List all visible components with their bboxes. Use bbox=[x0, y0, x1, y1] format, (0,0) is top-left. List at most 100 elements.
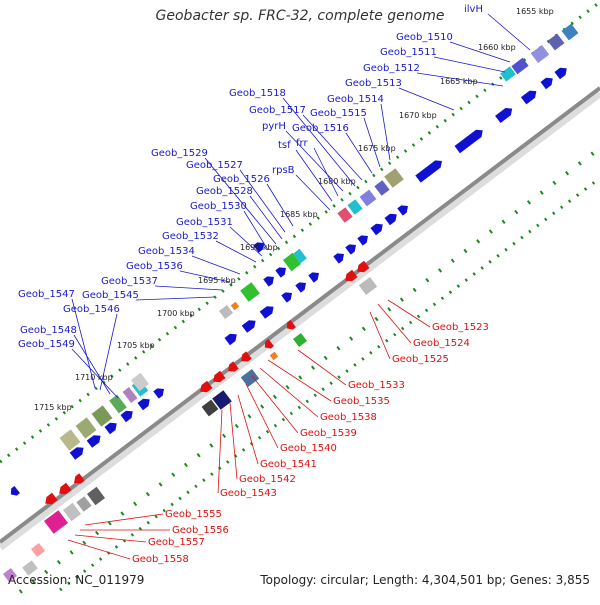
forward-leader-line bbox=[266, 183, 294, 227]
reverse-gene-arrow bbox=[264, 338, 274, 349]
reverse-feature-block bbox=[230, 301, 240, 311]
forward-gene-label: Geob_1514 bbox=[327, 94, 384, 105]
forward-leader-line bbox=[363, 117, 381, 168]
forward-gene-label: tsf bbox=[278, 140, 291, 151]
forward-gene-arrow bbox=[454, 129, 483, 154]
forward-gene-arrow bbox=[295, 282, 306, 293]
forward-leader-line bbox=[135, 296, 216, 301]
forward-leader-line bbox=[179, 270, 231, 283]
forward-gene-arrow bbox=[69, 447, 84, 460]
kbp-tick-label: 1690 kbp bbox=[240, 243, 278, 252]
forward-gene-label: Geob_1548 bbox=[20, 325, 77, 336]
reverse-feature-block bbox=[30, 542, 46, 558]
kbp-tick-label: 1675 kbp bbox=[358, 144, 396, 153]
forward-feature-block bbox=[130, 372, 150, 392]
kbp-tick-label: 1700 kbp bbox=[157, 309, 195, 318]
reverse-feature-block bbox=[2, 567, 18, 583]
forward-gene-label: Geob_1510 bbox=[396, 32, 453, 43]
forward-leader-line bbox=[99, 313, 118, 391]
forward-leader-line bbox=[295, 174, 331, 211]
forward-gene-arrow bbox=[137, 398, 150, 411]
map-title: Geobacter sp. FRC-32, complete genome bbox=[155, 8, 445, 24]
kbp-tick-label: 1715 kbp bbox=[34, 403, 72, 412]
reverse-leader-line bbox=[74, 534, 147, 543]
kbp-tick-label: 1655 kbp bbox=[516, 7, 554, 16]
forward-leader-line bbox=[154, 285, 223, 291]
forward-gene-arrow bbox=[275, 267, 286, 278]
forward-feature-block bbox=[293, 248, 307, 264]
forward-gene-arrow bbox=[253, 242, 264, 253]
forward-gene-label: Geob_1528 bbox=[196, 186, 253, 197]
forward-gene-label: Geob_1532 bbox=[162, 231, 219, 242]
kbp-tick-label: 1680 kbp bbox=[318, 177, 356, 186]
reverse-leader-line bbox=[259, 367, 319, 418]
reverse-leader-line bbox=[297, 349, 347, 386]
reverse-feature-block bbox=[358, 276, 378, 296]
forward-gene-label: Geob_1516 bbox=[292, 123, 349, 134]
kbp-tick-label: 1705 kbp bbox=[117, 341, 155, 350]
forward-gene-label: ilvH bbox=[464, 4, 483, 15]
reverse-leader-line bbox=[229, 402, 238, 480]
forward-gene-arrow bbox=[120, 410, 133, 423]
reverse-gene-label: Geob_1558 bbox=[132, 554, 189, 565]
forward-leader-line bbox=[239, 169, 286, 233]
forward-feature-block bbox=[109, 394, 127, 414]
forward-feature-block bbox=[374, 180, 390, 196]
forward-leader-line bbox=[345, 132, 373, 174]
genome-summary-text: Topology: circular; Length: 4,304,501 bp… bbox=[260, 573, 590, 587]
kbp-tick-label: 1665 kbp bbox=[440, 77, 478, 86]
forward-feature-block bbox=[347, 199, 363, 215]
forward-feature-block bbox=[240, 282, 260, 302]
forward-leader-line bbox=[380, 103, 391, 161]
kbp-tick-label: 1660 kbp bbox=[478, 43, 516, 52]
forward-gene-label: Geob_1515 bbox=[310, 108, 367, 119]
forward-leader-line bbox=[71, 348, 119, 399]
forward-gene-arrow bbox=[333, 253, 344, 264]
forward-leader-line bbox=[73, 334, 111, 395]
forward-leader-line bbox=[191, 255, 241, 275]
reverse-leader-line bbox=[267, 359, 332, 402]
gc-track bbox=[18, 146, 600, 594]
forward-feature-block bbox=[337, 207, 353, 223]
forward-gene-label: rpsB bbox=[272, 165, 295, 176]
genome-ring bbox=[0, 86, 600, 544]
reverse-gene-arrow bbox=[45, 492, 58, 505]
forward-gene-arrow bbox=[495, 107, 513, 124]
genome-ring-shadow bbox=[0, 89, 600, 551]
reverse-gene-label: Geob_1535 bbox=[333, 396, 390, 407]
reverse-feature-block bbox=[86, 486, 106, 506]
reverse-feature-block bbox=[240, 368, 260, 388]
reverse-gene-label: Geob_1539 bbox=[300, 428, 357, 439]
forward-gene-arrow bbox=[520, 90, 537, 105]
forward-feature-block bbox=[282, 252, 302, 272]
reverse-gene-label: Geob_1541 bbox=[260, 459, 317, 470]
forward-feature-block bbox=[59, 429, 81, 451]
reverse-gene-label: Geob_1542 bbox=[239, 474, 296, 485]
reverse-feature-block bbox=[62, 502, 82, 522]
forward-feature-block bbox=[359, 189, 377, 207]
kbp-tick-label: 1695 kbp bbox=[198, 276, 236, 285]
reverse-gene-label: Geob_1543 bbox=[220, 488, 277, 499]
forward-gene-label: Geob_1545 bbox=[82, 290, 139, 301]
reverse-gene-label: Geob_1523 bbox=[432, 322, 489, 333]
forward-gene-label: Geob_1530 bbox=[190, 201, 247, 212]
forward-feature-block bbox=[75, 417, 97, 439]
forward-feature-block bbox=[500, 66, 516, 82]
reverse-gene-label: Geob_1556 bbox=[172, 525, 229, 536]
kbp-ticks: 1655 kbp 1660 kbp 1665 kbp 1670 kbp 1675 kbp… bbox=[34, 7, 554, 412]
forward-leader-line bbox=[215, 240, 257, 263]
forward-gene-label: Geob_1517 bbox=[249, 105, 306, 116]
reverse-feature-block bbox=[269, 351, 279, 361]
reverse-gene-arrow bbox=[213, 370, 226, 383]
reverse-feature-block bbox=[212, 390, 232, 410]
reverse-leader-line bbox=[377, 303, 412, 344]
reverse-feature-block bbox=[22, 560, 38, 576]
forward-gene-label: Geob_1546 bbox=[63, 304, 120, 315]
reverse-gene-arrow bbox=[200, 380, 213, 393]
forward-gene-label: Geob_1526 bbox=[213, 174, 270, 185]
forward-gene-arrow bbox=[370, 223, 383, 236]
reverse-gene-arrow bbox=[286, 319, 296, 330]
forward-gene-arrow bbox=[345, 244, 356, 255]
forward-gene-arrow bbox=[281, 292, 292, 303]
forward-gene-arrow bbox=[86, 435, 101, 448]
